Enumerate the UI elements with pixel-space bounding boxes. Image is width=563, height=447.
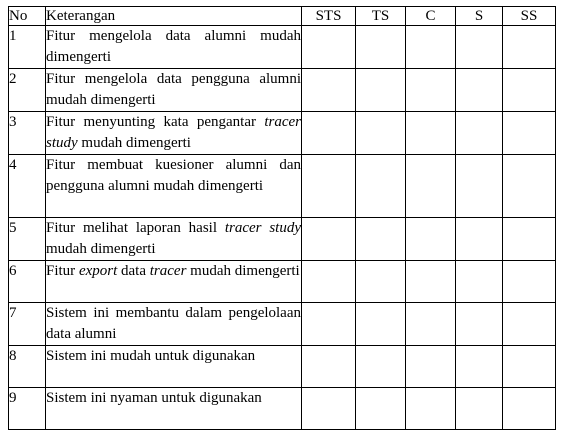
rating-cell-ts[interactable]	[355, 68, 406, 112]
row-number: 5	[8, 217, 46, 261]
questionnaire-body: 1 Fitur mengelola data alumni mudah dimen…	[8, 25, 556, 430]
statement-fragment: mudah dimengerti	[186, 263, 300, 279]
rating-cell-s[interactable]	[455, 260, 503, 303]
rating-cell-ts[interactable]	[355, 345, 406, 388]
rating-cell-s[interactable]	[455, 25, 503, 69]
rating-cell-ss[interactable]	[502, 345, 556, 388]
rating-cell-ts[interactable]	[355, 111, 406, 155]
rating-cell-c[interactable]	[405, 154, 456, 218]
statement-fragment: Fitur melihat laporan hasil	[46, 220, 225, 236]
rating-cell-ss[interactable]	[502, 387, 556, 430]
rating-cell-sts[interactable]	[301, 345, 356, 388]
statement-fragment: Fitur	[46, 263, 79, 279]
statement-text: Fitur melihat laporan hasil tracer study…	[45, 217, 302, 261]
rating-cell-ts[interactable]	[355, 25, 406, 69]
rating-cell-ss[interactable]	[502, 68, 556, 112]
statement-italic-term: tracer study	[46, 114, 301, 151]
row-number: 3	[8, 111, 46, 155]
rating-cell-sts[interactable]	[301, 260, 356, 303]
rating-cell-c[interactable]	[405, 260, 456, 303]
statement-fragment: Sistem ini membantu dalam pengelolaan da…	[46, 305, 301, 342]
row-number: 4	[8, 154, 46, 218]
row-number: 9	[8, 387, 46, 430]
rating-cell-s[interactable]	[455, 217, 503, 261]
table-row: 7 Sistem ini membantu dalam pengelolaan d…	[8, 302, 556, 346]
row-number: 6	[8, 260, 46, 303]
header-c: C	[405, 6, 456, 26]
rating-cell-ss[interactable]	[502, 25, 556, 69]
table-row: 9 Sistem ini nyaman untuk digunakan	[8, 387, 556, 430]
rating-cell-ts[interactable]	[355, 387, 406, 430]
rating-cell-c[interactable]	[405, 111, 456, 155]
row-number: 2	[8, 68, 46, 112]
statement-text: Fitur export data tracer mudah dimengert…	[45, 260, 302, 303]
row-number: 7	[8, 302, 46, 346]
header-s: S	[455, 6, 503, 26]
statement-text: Fitur mengelola data alumni mudah dimeng…	[45, 25, 302, 69]
table-row: 5 Fitur melihat laporan hasil tracer stud…	[8, 217, 556, 261]
statement-italic-term: export	[78, 263, 118, 279]
table-row: 6 Fitur export data tracer mudah dimenger…	[8, 260, 556, 303]
rating-cell-sts[interactable]	[301, 68, 356, 112]
header-keterangan: Keterangan	[45, 6, 302, 26]
header-no: No	[8, 6, 46, 26]
row-number: 8	[8, 345, 46, 388]
statement-fragment: Fitur mengelola data alumni mudah dimeng…	[46, 28, 301, 65]
rating-cell-sts[interactable]	[301, 154, 356, 218]
header-row: No Keterangan STS TS C S SS	[8, 6, 556, 26]
rating-cell-ss[interactable]	[502, 260, 556, 303]
rating-cell-c[interactable]	[405, 25, 456, 69]
statement-text: Fitur menyunting kata pengantar tracer s…	[45, 111, 302, 155]
rating-cell-sts[interactable]	[301, 387, 356, 430]
rating-cell-c[interactable]	[405, 217, 456, 261]
rating-cell-ts[interactable]	[355, 154, 406, 218]
rating-cell-s[interactable]	[455, 154, 503, 218]
statement-fragment: mudah dimengerti	[77, 135, 191, 151]
table-row: 1 Fitur mengelola data alumni mudah dimen…	[8, 25, 556, 69]
rating-cell-ss[interactable]	[502, 111, 556, 155]
rating-cell-c[interactable]	[405, 302, 456, 346]
rating-cell-sts[interactable]	[301, 302, 356, 346]
rating-cell-s[interactable]	[455, 387, 503, 430]
statement-italic-term: tracer	[149, 263, 187, 279]
row-number: 1	[8, 25, 46, 69]
rating-cell-sts[interactable]	[301, 25, 356, 69]
rating-cell-c[interactable]	[405, 68, 456, 112]
table-row: 4 Fitur membuat kuesioner alumni dan peng…	[8, 154, 556, 218]
statement-fragment: data	[117, 263, 150, 279]
rating-cell-c[interactable]	[405, 387, 456, 430]
statement-fragment: Fitur mengelola data pengguna alumni mud…	[46, 71, 301, 108]
statement-text: Sistem ini nyaman untuk digunakan	[45, 387, 302, 430]
rating-cell-ts[interactable]	[355, 260, 406, 303]
rating-cell-s[interactable]	[455, 302, 503, 346]
table-row: 2 Fitur mengelola data pengguna alumni mu…	[8, 68, 556, 112]
rating-cell-ts[interactable]	[355, 302, 406, 346]
rating-cell-s[interactable]	[455, 68, 503, 112]
questionnaire-table: No Keterangan STS TS C S SS 1 Fitur menge…	[8, 6, 556, 430]
rating-cell-ss[interactable]	[502, 154, 556, 218]
statement-text: Sistem ini mudah untuk digunakan	[45, 345, 302, 388]
table-row: 3 Fitur menyunting kata pengantar tracer …	[8, 111, 556, 155]
rating-cell-sts[interactable]	[301, 111, 356, 155]
statement-fragment: Fitur menyunting kata pengantar	[46, 114, 265, 130]
statement-text: Sistem ini membantu dalam pengelolaan da…	[45, 302, 302, 346]
rating-cell-c[interactable]	[405, 345, 456, 388]
rating-cell-s[interactable]	[455, 111, 503, 155]
statement-fragment: Fitur membuat kuesioner alumni dan pengg…	[46, 157, 301, 194]
rating-cell-ss[interactable]	[502, 302, 556, 346]
rating-cell-ts[interactable]	[355, 217, 406, 261]
rating-cell-s[interactable]	[455, 345, 503, 388]
statement-fragment: mudah dimengerti	[46, 241, 156, 257]
table-row: 8 Sistem ini mudah untuk digunakan	[8, 345, 556, 388]
statement-text: Fitur mengelola data pengguna alumni mud…	[45, 68, 302, 112]
statement-text: Fitur membuat kuesioner alumni dan pengg…	[45, 154, 302, 218]
header-ts: TS	[355, 6, 406, 26]
header-ss: SS	[502, 6, 556, 26]
rating-cell-sts[interactable]	[301, 217, 356, 261]
statement-fragment: Sistem ini nyaman untuk digunakan	[46, 390, 262, 406]
header-sts: STS	[301, 6, 356, 26]
rating-cell-ss[interactable]	[502, 217, 556, 261]
statement-fragment: Sistem ini mudah untuk digunakan	[46, 348, 256, 364]
statement-italic-term: tracer study	[224, 220, 302, 236]
